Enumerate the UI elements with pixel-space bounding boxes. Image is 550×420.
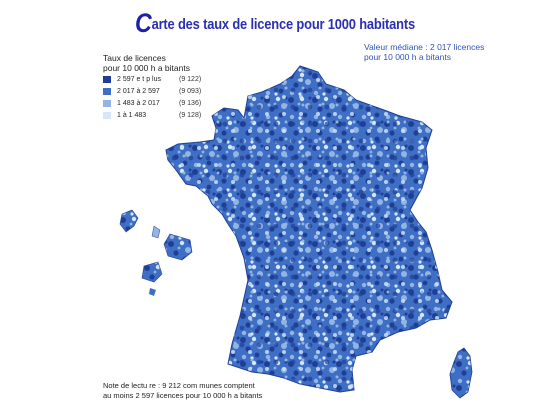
reading-note: Note de lectu re : 9 212 com munes compt… bbox=[103, 381, 303, 400]
legend-label: 1 483 à 2 017 bbox=[117, 100, 160, 107]
title-rest: arte des taux de licence pour 1000 habit… bbox=[151, 16, 416, 33]
legend-title-line2: pour 10 000 h a bitants bbox=[103, 63, 190, 73]
mainland-france bbox=[165, 65, 453, 393]
median-note: Valeur médiane : 2 017 licences pour 10 … bbox=[364, 42, 514, 62]
corsica bbox=[449, 347, 473, 399]
note-line1: Note de lectu re : 9 212 com munes compt… bbox=[103, 381, 255, 390]
legend: Taux de licences pour 10 000 h a bitants… bbox=[103, 53, 233, 121]
legend-swatch bbox=[103, 76, 111, 83]
guyane-island bbox=[163, 233, 193, 261]
legend-swatch bbox=[103, 88, 111, 95]
median-line2: pour 10 000 h a bitants bbox=[364, 52, 451, 62]
legend-count: (9 122) bbox=[179, 76, 202, 83]
note-line2: au moins 2 597 licences pour 10 000 h a … bbox=[103, 390, 263, 400]
legend-swatch bbox=[103, 112, 111, 119]
legend-title-line1: Taux de licences bbox=[103, 53, 166, 63]
legend-count: (9 093) bbox=[179, 88, 202, 95]
legend-swatch bbox=[103, 100, 111, 107]
martinique-island bbox=[151, 225, 161, 239]
map-title: Carte des taux de licence pour 1000 habi… bbox=[39, 8, 512, 39]
legend-row: 1 483 à 2 017 (9 136) bbox=[103, 98, 233, 109]
legend-count: (9 128) bbox=[179, 112, 202, 119]
legend-row: 2 017 à 2 597 (9 093) bbox=[103, 86, 233, 97]
legend-label: 2 597 e t p lus bbox=[117, 76, 161, 83]
guadeloupe-island bbox=[119, 209, 139, 233]
median-line1: Valeur médiane : 2 017 licences bbox=[364, 42, 485, 52]
legend-count: (9 136) bbox=[179, 100, 202, 107]
legend-label: 2 017 à 2 597 bbox=[117, 88, 160, 95]
mayotte-island bbox=[149, 288, 156, 296]
title-initial: C bbox=[134, 8, 152, 38]
legend-row: 2 597 e t p lus (9 122) bbox=[103, 74, 233, 85]
overseas-islands bbox=[119, 209, 193, 296]
reunion-island bbox=[141, 261, 163, 283]
legend-label: 1 à 1 483 bbox=[117, 112, 147, 119]
legend-row: 1 à 1 483 (9 128) bbox=[103, 110, 233, 121]
